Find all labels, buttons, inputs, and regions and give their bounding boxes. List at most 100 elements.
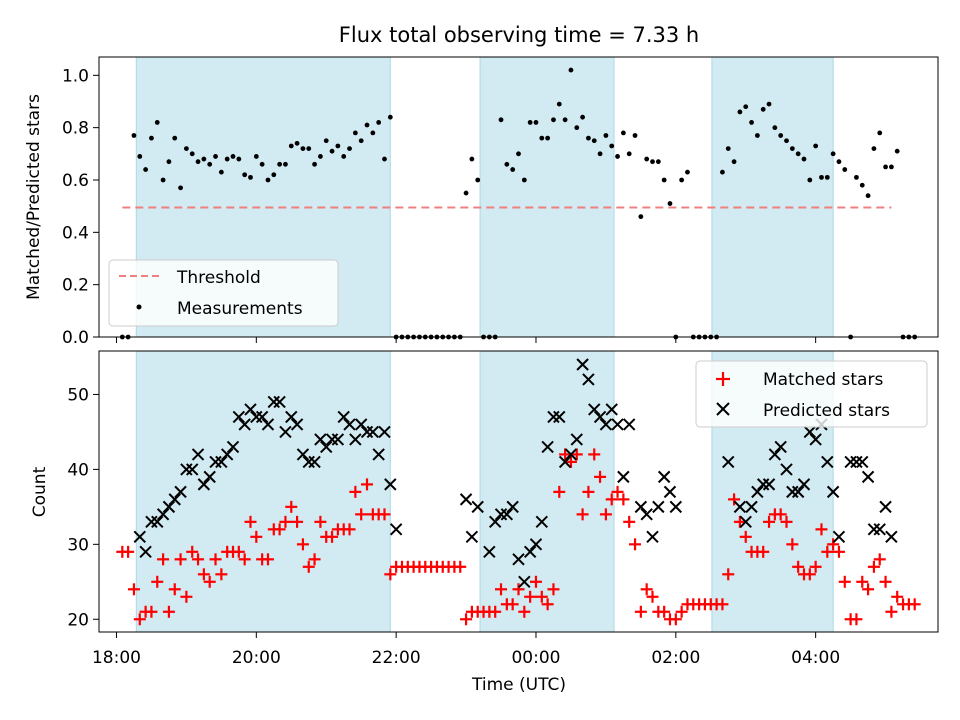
predicted-star-point	[215, 455, 228, 469]
bottom-legend: Matched stars Predicted stars	[695, 360, 928, 428]
predicted-star-point	[232, 410, 246, 424]
predicted-star-point	[576, 358, 589, 371]
matched-star-point	[722, 568, 735, 581]
predicted-star-point	[722, 455, 735, 469]
matched-star-point	[384, 568, 397, 581]
matched-star-point	[862, 583, 875, 596]
matched-star-point	[815, 523, 828, 536]
matched-star-point	[168, 583, 181, 596]
measurement-point	[638, 214, 644, 220]
predicted-star-point	[500, 508, 514, 521]
matched-star-point	[518, 605, 531, 618]
matched-star-point	[611, 485, 624, 498]
predicted-star-point	[640, 508, 653, 521]
predicted-star-point	[850, 455, 863, 469]
matched-star-point	[570, 448, 583, 461]
top-legend: Threshold Measurements	[108, 259, 339, 327]
predicted-star-point	[238, 418, 251, 431]
top-panel: 0.0 0.2 0.4 0.6 0.8 1.0 Matched/Predicted sta…	[24, 56, 939, 348]
matched-star-point	[629, 538, 642, 551]
matched-star-point	[250, 530, 263, 543]
predicted-star-point	[378, 425, 391, 439]
measurement-point	[615, 154, 620, 159]
matched-star-point	[640, 583, 653, 596]
matched-star-point	[460, 613, 473, 626]
x-tick-label: 04:00	[791, 648, 840, 668]
matched-star-point	[832, 545, 845, 558]
predicted-star-point	[553, 410, 566, 424]
predicted-star-point	[296, 448, 310, 461]
matched-star-point	[495, 583, 508, 596]
bottom-axes-frame	[98, 350, 939, 633]
matched-star-point	[296, 538, 309, 551]
chart-title: Flux total observing time = 7.33 h	[339, 23, 699, 47]
x-tick-label: 18:00	[92, 648, 141, 668]
predicted-star-point	[366, 425, 380, 439]
matched-star-point	[576, 508, 589, 521]
measurement-point	[772, 125, 778, 131]
measurement-point	[609, 143, 615, 149]
matched-star-point	[838, 575, 851, 588]
measurement-point	[737, 109, 743, 115]
measurement-point	[819, 174, 824, 180]
predicted-star-point	[768, 448, 782, 461]
predicted-star-point	[267, 395, 280, 409]
bottom-y-axis-label: Count	[30, 466, 50, 517]
measurement-point	[265, 177, 271, 183]
matched-star-point	[879, 575, 892, 588]
measurement-point	[824, 174, 830, 180]
matched-star-point	[617, 493, 630, 506]
predicted-star-point	[879, 500, 892, 514]
matched-star-point	[454, 560, 467, 573]
predicted-star-point	[809, 433, 822, 446]
observing-interval-shade	[711, 56, 834, 338]
bottom-y-ticks: 20 30 40 50	[67, 385, 99, 630]
predicted-star-point	[285, 410, 298, 424]
predicted-star-point	[885, 530, 898, 544]
predicted-star-point	[273, 395, 286, 409]
y-tick-label: 20	[67, 610, 89, 630]
measurement-point	[166, 159, 172, 165]
top-legend-box	[108, 259, 339, 327]
predicted-star-point	[856, 455, 869, 469]
measurement-point	[807, 177, 813, 183]
predicted-star-point	[570, 433, 583, 446]
measurement-point	[242, 172, 248, 178]
predicted-star-point	[733, 500, 747, 514]
measurement-point	[259, 161, 265, 167]
predicted-star-point	[354, 418, 368, 431]
measurement-point	[720, 169, 725, 175]
measurement-point	[591, 138, 597, 144]
matched-star-point	[733, 515, 746, 528]
matched-star-point	[162, 605, 175, 618]
measurement-point	[224, 156, 230, 162]
matched-star-point	[559, 448, 572, 461]
predicted-star-point	[564, 448, 578, 461]
measurement-point	[842, 167, 848, 172]
matched-star-point	[186, 545, 199, 558]
measurement-point	[189, 151, 195, 157]
matched-star-point	[774, 508, 787, 521]
measurement-point	[370, 130, 376, 136]
matched-star-point	[261, 553, 274, 566]
matched-star-point	[634, 605, 647, 618]
predicted-star-point	[541, 440, 554, 454]
measurement-point	[644, 156, 650, 162]
measurement-point	[230, 154, 236, 159]
matched-star-point	[547, 583, 560, 596]
matched-star-point	[244, 515, 257, 528]
predicted-star-point	[337, 410, 350, 424]
matched-star-point	[594, 470, 607, 483]
measurement-point	[271, 172, 277, 178]
measurement-point	[795, 151, 801, 157]
matched-star-point	[192, 553, 205, 566]
x-tick-label: 22:00	[372, 648, 421, 668]
matched-star-point	[122, 545, 135, 558]
measurement-point	[784, 138, 789, 144]
predicted-star-point	[203, 470, 216, 484]
measurement-points	[119, 67, 918, 340]
measurement-point	[562, 117, 568, 123]
x-tick-label: 00:00	[511, 648, 560, 668]
